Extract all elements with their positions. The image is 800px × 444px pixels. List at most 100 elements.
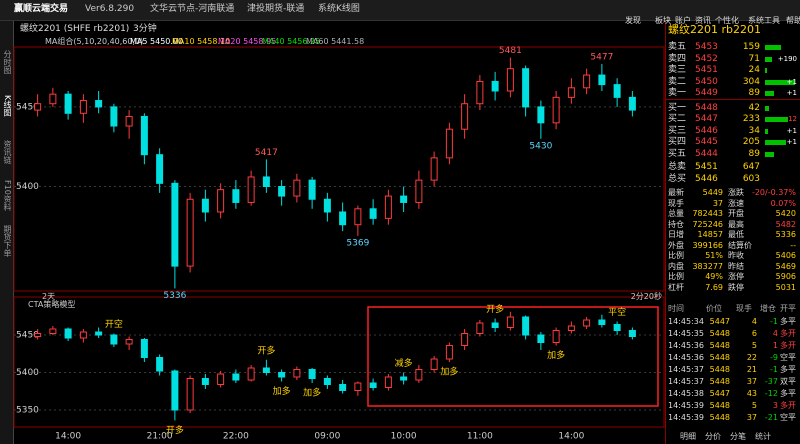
signal-label: 开多 <box>166 424 184 436</box>
server-node: 文华云节点-河南联通 <box>150 4 235 14</box>
candle-body <box>522 316 530 336</box>
tick-volume: 43 <box>746 389 757 398</box>
candle-body <box>430 358 438 370</box>
x-tick-label: 11:00 <box>467 432 493 442</box>
tick-price: 5448 <box>709 365 730 374</box>
candle-body <box>217 189 225 213</box>
candle-body <box>140 115 148 156</box>
total-price: 5446 <box>695 173 718 184</box>
menu-item[interactable]: 板块 <box>655 16 671 25</box>
bottom-tab[interactable]: 统计 <box>755 432 771 441</box>
side-tab[interactable]: 资讯链 <box>3 140 12 164</box>
ticks-header: 时间 <box>668 304 684 313</box>
book-separator <box>666 99 800 100</box>
book-volume: 89 <box>748 148 760 159</box>
candle-body <box>125 115 133 127</box>
tick-position: 1 <box>772 341 778 350</box>
candle-body <box>598 74 606 86</box>
stat-value: 5449 <box>702 188 723 197</box>
candle-body <box>369 382 377 388</box>
candle-body <box>339 384 347 391</box>
bottom-tab[interactable]: 分笔 <box>730 432 746 441</box>
tick-price: 5448 <box>709 377 730 386</box>
stat-label: 涨速 <box>728 198 744 208</box>
menu-item[interactable]: 个性化 <box>715 16 739 25</box>
menu-item[interactable]: 发现 <box>625 16 641 25</box>
side-tab[interactable]: F10资料 <box>3 180 12 211</box>
signal-label: 开多 <box>257 344 275 356</box>
book-change: +1 <box>786 77 797 86</box>
ticks-header: 增仓 <box>760 304 776 313</box>
tick-time: 14:45:39 <box>668 413 704 422</box>
menu-item[interactable]: 系统工具 <box>748 16 780 25</box>
ma-set: MA组合(5,10,20,40,60,0) <box>45 37 144 46</box>
book-side: 卖二 <box>668 76 687 87</box>
candle-body <box>201 198 209 213</box>
ticks-header: 价位 <box>706 304 722 313</box>
book-side: 买三 <box>668 125 687 136</box>
tick-type: 多平 <box>780 317 796 326</box>
signal-label: 加多 <box>303 387 321 399</box>
stat-value: 0.07% <box>770 198 796 208</box>
book-side: 买二 <box>668 114 687 124</box>
volume-bar <box>765 151 774 157</box>
signal-label: 平空 <box>608 306 626 318</box>
stat-label: 涨跌 <box>728 188 744 197</box>
book-price: 5446 <box>695 125 718 136</box>
total-label: 总卖 <box>668 162 687 172</box>
span-label: 2天 <box>42 292 56 301</box>
tick-type: 空平 <box>780 413 796 422</box>
high-label: 5417 <box>255 148 278 158</box>
side-tab[interactable]: 期货下单 <box>3 225 12 257</box>
volume-bar <box>765 128 769 134</box>
volume-bar <box>765 105 770 111</box>
menu-item[interactable]: 账户 <box>675 16 691 25</box>
tick-volume: 22 <box>746 353 757 362</box>
ticks-header: 现手 <box>736 304 752 313</box>
tick-volume: 5 <box>751 341 757 350</box>
side-tab[interactable]: K线图 <box>3 95 12 117</box>
stat-value: 782443 <box>692 209 723 218</box>
x-tick-label: 14:00 <box>558 432 584 442</box>
candle-body <box>445 345 453 360</box>
book-change: +1 <box>786 89 797 97</box>
y-tick-label: 5400 <box>16 182 39 192</box>
tick-time: 14:45:37 <box>668 377 704 386</box>
candle-body <box>95 100 103 108</box>
book-volume: 24 <box>748 65 760 75</box>
stat-value: 725246 <box>692 219 723 229</box>
side-tab[interactable]: 分时图 <box>3 50 12 74</box>
candle-body <box>64 93 72 114</box>
candle-body <box>34 333 42 337</box>
candle-body <box>552 96 560 124</box>
candle-body <box>537 106 545 124</box>
menu-item[interactable]: 资讯 <box>695 16 711 25</box>
candle-body <box>110 106 118 127</box>
book-volume: 205 <box>742 137 760 147</box>
stat-value: 14857 <box>697 230 723 239</box>
stat-value: 5336 <box>775 230 796 239</box>
volume-bar <box>765 45 781 50</box>
stat-label: 结算价 <box>728 240 752 250</box>
tick-price: 5448 <box>709 353 730 362</box>
bottom-tab[interactable]: 明细 <box>680 432 696 441</box>
stat-value: 7.69 <box>705 282 723 292</box>
ma-value: MA40 5456.25 <box>262 37 321 46</box>
candle-body <box>293 179 301 197</box>
volume-bar <box>765 91 774 96</box>
stat-value: -20/-0.37% <box>751 188 796 197</box>
quote-panel <box>665 21 800 444</box>
bottom-tab[interactable]: 分价 <box>705 432 721 441</box>
highlight-box <box>367 306 659 407</box>
signal-label: 加多 <box>440 366 458 378</box>
signal-label: 开空 <box>105 318 123 330</box>
candle-body <box>491 80 499 92</box>
broker: 津投期货-联通 <box>247 4 305 14</box>
candle-body <box>201 378 209 385</box>
tick-volume: 6 <box>751 329 757 338</box>
tick-type: 多开 <box>780 341 796 350</box>
menu-item[interactable]: 帮助 <box>786 16 800 25</box>
tick-position: 3 <box>772 401 778 410</box>
tick-price: 5448 <box>709 341 730 350</box>
